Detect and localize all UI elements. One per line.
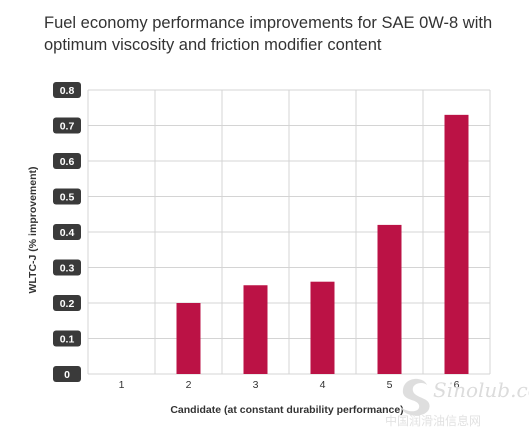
- y-tick-label: 0.1: [60, 334, 75, 346]
- x-tick-label: 1: [119, 379, 125, 391]
- chart-title: Fuel economy performance improvements fo…: [44, 14, 493, 54]
- x-tick-label: 2: [186, 379, 192, 391]
- y-tick-box: [53, 330, 81, 347]
- y-tick-box: [53, 82, 81, 98]
- y-tick-box: [53, 224, 81, 240]
- x-tick-label: 6: [454, 379, 460, 391]
- y-tick-label: 0.7: [60, 121, 75, 133]
- y-tick-box: [53, 117, 81, 134]
- y-tick-label: 0.6: [60, 156, 75, 168]
- x-tick-label: 3: [253, 379, 259, 391]
- x-tick-label: 5: [387, 379, 393, 391]
- x-tick-label: 4: [320, 379, 326, 391]
- bar: [176, 303, 201, 374]
- y-tick-box: [53, 295, 81, 311]
- y-tick-box: [53, 188, 81, 205]
- y-tick-box: [53, 153, 81, 169]
- y-axis-label: WLTC-J (% improvement): [27, 167, 39, 294]
- y-tick-label: 0.3: [60, 263, 75, 275]
- watermark-logo: Sinolub.com 中国润滑油信息网: [385, 378, 529, 428]
- y-tick-label: 0.4: [60, 227, 75, 239]
- y-tick-label: 0.2: [60, 298, 75, 310]
- y-tick-label: 0.8: [60, 85, 75, 97]
- bar: [444, 114, 469, 374]
- watermark-text: 中国润滑油信息网: [385, 413, 481, 428]
- y-tick-label: 0.5: [60, 192, 75, 204]
- bar: [377, 224, 402, 374]
- y-tick-label: 0: [64, 369, 70, 381]
- bar: [243, 285, 268, 374]
- bar: [310, 281, 335, 374]
- y-tick-box: [53, 366, 81, 382]
- y-tick-box: [53, 259, 81, 276]
- x-axis-label: Candidate (at constant durability perfor…: [170, 404, 403, 416]
- watermark-logo-text: Sinolub.com: [433, 378, 529, 402]
